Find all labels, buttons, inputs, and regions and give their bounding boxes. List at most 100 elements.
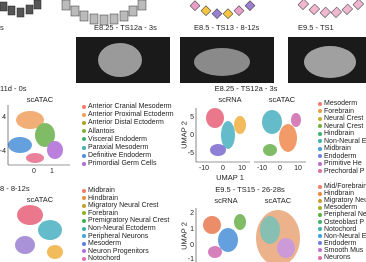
y-tick-label: -1 (187, 256, 194, 262)
y-tick-label: -4 (0, 148, 6, 155)
legend-label: Mesoderm (324, 100, 358, 107)
legend-swatch (318, 255, 322, 260)
legend-label: Primordial Germ Cells (88, 160, 157, 168)
legend-swatch (318, 169, 322, 173)
legend-swatch (318, 184, 322, 189)
legend-label: Paraxial Mesoderm (88, 144, 149, 151)
legend-swatch (82, 137, 86, 142)
x-tick-label: -10 (198, 165, 210, 172)
legend-swatch (82, 145, 86, 150)
x-tick-label: 10 (238, 165, 246, 172)
legend-swatch (82, 211, 86, 216)
legend-swatch (318, 139, 322, 143)
legend-label: Endoderm (324, 152, 357, 160)
legend-swatch (82, 256, 86, 261)
panel-stage-label: E9.5 - TS1 (298, 23, 334, 32)
legend-label: Migratory Neur (324, 197, 366, 205)
axes (7, 105, 306, 262)
legend-swatch (318, 146, 322, 151)
assay-label: scATAC (26, 95, 54, 104)
legend-swatch (82, 196, 86, 201)
y-tick-label: 4 (2, 114, 6, 121)
legend-swatch (318, 116, 322, 121)
x-tick-label: 10 (294, 165, 302, 172)
umap-e95-scatac (256, 210, 300, 262)
legend-swatch (82, 129, 86, 134)
legend-label: Mesoderm (88, 240, 122, 248)
legend-swatch (82, 234, 86, 239)
legend-swatch (82, 188, 86, 193)
legend-swatch (82, 226, 86, 231)
legend-swatch (318, 220, 322, 224)
legend-swatch (82, 153, 86, 158)
legend-swatch (82, 203, 86, 208)
legend-swatch (318, 227, 322, 232)
legend-label: Visceral Endoderm (88, 135, 148, 143)
legend-swatch (318, 101, 322, 106)
y-tick-label: 2 (190, 210, 194, 217)
legend-label: Non-Neural E (324, 137, 366, 145)
umap-e825-scatac (262, 110, 301, 156)
assay-label: scATAC (264, 196, 292, 205)
legend-label: Neurons (324, 254, 351, 261)
legend-swatch (318, 241, 322, 246)
legend-label: Prechordal P (324, 167, 365, 175)
legend-swatch (318, 191, 322, 196)
legend-label: Forebrain (324, 107, 354, 115)
legend-swatch (82, 161, 86, 166)
legend-label: Anterior Distal Ectoderm (88, 119, 164, 127)
legend-swatch (82, 120, 86, 125)
legend-swatch (318, 205, 322, 210)
legend-label: Non-Neural Ectoderm (88, 225, 156, 232)
legend-swatch (318, 212, 322, 217)
legend-label: Non-Neural E (324, 232, 366, 240)
x-tick-label: 0 (32, 168, 36, 175)
legend-label: Peripheral Ne (324, 211, 366, 219)
umap-e75 (8, 111, 63, 163)
embryo (194, 48, 250, 76)
legend-label: Forebrain (88, 209, 118, 217)
legend-label: Definitive Endoderm (88, 152, 152, 160)
y-tick-label: 5 (190, 114, 194, 121)
panel-stage-label: 8 - 8-12s (0, 184, 30, 193)
panel-stage-label: E8.25 - TS12a - 3s (94, 23, 157, 32)
legend-label: Anterior Cranial Mesoderm (88, 103, 172, 110)
panel-stage-label: s (0, 23, 4, 32)
legend-swatch (318, 248, 322, 253)
legend-label: Migratory Neural Crest (88, 202, 159, 210)
legend-label: Hindbrain (324, 130, 354, 137)
legend-label: Midbrain (324, 145, 351, 152)
y-tick-label: 0 (190, 242, 194, 249)
legend-swatch (318, 154, 322, 158)
legend-label: Smooth Mus (324, 246, 364, 254)
legend-label: Notochord (324, 225, 357, 233)
x-axis-label: UMAP 1 (216, 173, 244, 182)
panel-stage-label: E8.25 - TS12a - 3s (214, 84, 278, 93)
x-tick-label: -10 (256, 165, 268, 172)
legend-label: Allantois (88, 127, 115, 135)
legend-label: Hindbrain (324, 190, 354, 198)
y-axis-label: UMAP 2 (179, 222, 189, 250)
embryo (304, 46, 356, 78)
assay-label: scATAC (26, 195, 54, 204)
legend-label: Osteoblast P (324, 218, 365, 226)
legend-label: Peripheral Neurons (88, 232, 149, 240)
y-tick-label: -5 (187, 150, 194, 157)
legend-swatch (82, 241, 86, 246)
legend-swatch (318, 131, 322, 136)
assay-label: scRNA (214, 196, 238, 205)
legend-swatch (82, 112, 86, 117)
legend-swatch (318, 198, 322, 203)
legend-label: Midbrain (88, 187, 115, 194)
schematic-left (0, 0, 42, 18)
schematic-e825 (61, 0, 147, 26)
x-tick-label: 0 (278, 165, 282, 172)
legend-label: Mesoderm (324, 204, 358, 212)
legend-label: Endoderm (324, 239, 357, 247)
y-tick-label: 1 (190, 226, 194, 233)
schematic-e85 (189, 0, 256, 20)
legend-label: Premigratory Neural Crest (88, 217, 170, 225)
embryo (98, 43, 142, 77)
